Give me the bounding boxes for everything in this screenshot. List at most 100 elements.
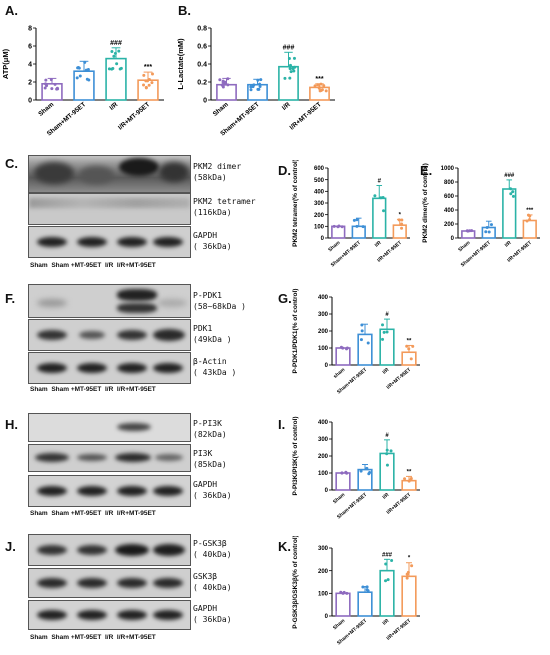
significance-label: *** [526, 208, 534, 214]
data-point [397, 218, 401, 222]
panel-label-c: C. [5, 156, 18, 171]
data-point [485, 225, 489, 229]
data-point [345, 591, 349, 595]
y-tick-label: 0 [28, 97, 32, 104]
data-point [324, 89, 328, 93]
y-axis-label: P-PDK1/PDK1(% of control) [292, 289, 299, 374]
data-point [390, 559, 394, 563]
lane-label: I/R [104, 386, 114, 393]
chart-p-pdk1: 0 100 200 300 400 P-PDK1/PDK1(% of control) sh… [292, 289, 420, 395]
bar [351, 225, 366, 239]
data-point [385, 448, 389, 452]
data-point [288, 67, 292, 71]
lane-label: I/R [104, 262, 114, 269]
bar [137, 79, 159, 101]
panel-label-d: D. [278, 163, 291, 178]
data-point [365, 466, 369, 470]
data-point [511, 194, 515, 198]
significance-label: * [408, 556, 411, 562]
lane-label: Sham +MT-95ET [51, 386, 102, 393]
data-point [119, 66, 123, 70]
band-label: P-PI3K (82kDa) [193, 419, 227, 439]
data-point [366, 341, 370, 345]
chart-atp: 02468ATP(μM)ShamSham+MT-95ET###I/R***I/R… [1, 25, 164, 138]
y-tick-label: 200 [318, 454, 329, 460]
data-point [218, 78, 222, 82]
data-point [385, 452, 389, 456]
band-label: PI3K (85kDa) [193, 449, 227, 469]
x-tick-label: Sham [212, 101, 230, 118]
y-tick-label: 8 [28, 25, 32, 32]
y-tick-label: 600 [444, 194, 455, 200]
panel-label-b: B. [178, 3, 191, 18]
data-point [283, 76, 287, 80]
data-point [221, 85, 225, 89]
data-point [386, 578, 390, 582]
data-point [337, 224, 341, 228]
x-tick-label: I/R [108, 101, 119, 112]
data-point [382, 330, 386, 334]
data-point [256, 87, 260, 91]
lane-label: I/R+MT-95ET [116, 510, 156, 517]
data-point [403, 477, 407, 481]
data-point [249, 85, 253, 89]
x-tick-label: I/R+MT-95ET [117, 101, 151, 131]
data-point [49, 78, 53, 82]
data-point [258, 82, 262, 86]
blot-band-pkm2-tetramer [28, 193, 191, 225]
data-point [44, 78, 48, 82]
data-point [411, 344, 415, 348]
y-tick-label: 0 [203, 97, 207, 104]
lane-label: I/R+MT-95ET [116, 634, 156, 641]
x-tick-label: Sham [37, 101, 55, 118]
data-point [365, 588, 369, 592]
x-tick-label: I/R [382, 492, 391, 501]
data-point [409, 357, 413, 361]
lane-label: Sham [30, 386, 48, 393]
band-label: GAPDH( 36kDa) [193, 231, 232, 251]
significance-label: ** [407, 469, 412, 475]
data-point [360, 323, 364, 327]
data-point [317, 86, 321, 90]
data-point [381, 323, 385, 327]
y-tick-label: 800 [444, 180, 455, 186]
x-tick-label: I/R+MT-95ET [386, 618, 413, 642]
x-tick-label: I/R+MT-95ET [289, 101, 323, 131]
data-point [465, 229, 469, 233]
significance-label: *** [315, 76, 323, 83]
data-point [144, 85, 148, 89]
data-point [487, 230, 491, 234]
y-tick-label: 400 [444, 208, 455, 214]
blot-band-p-gsk3b [28, 534, 191, 566]
data-point [509, 192, 513, 196]
panel-label-h: H. [5, 417, 18, 432]
bar [335, 472, 351, 491]
data-point [85, 77, 89, 81]
x-tick-label: Sham [457, 240, 472, 254]
x-tick-label: I/R [382, 367, 391, 376]
significance-label: # [378, 179, 382, 185]
data-point [410, 564, 414, 568]
y-tick-label: 400 [318, 420, 329, 426]
x-tick-label: Sham [327, 240, 342, 254]
y-tick-label: 6 [28, 43, 32, 50]
data-point [405, 344, 409, 348]
x-tick-label: I/R [504, 240, 513, 249]
lane-labels: Sham Sham +MT-95ET I/R I/R+MT-95ET [30, 262, 190, 269]
bar [335, 347, 351, 366]
blot-band-p-pi3k [28, 413, 191, 442]
y-tick-label: 4 [28, 61, 32, 68]
data-point [367, 472, 371, 476]
data-point [359, 338, 363, 342]
y-tick-label: 1000 [441, 166, 455, 172]
bar [73, 70, 95, 101]
data-point [291, 67, 295, 71]
data-point [381, 337, 385, 341]
x-tick-label: I/R [382, 618, 391, 627]
y-tick-label: 200 [318, 329, 329, 335]
y-axis-label: L-Lactate(mM) [176, 38, 185, 90]
band-label: PKM2 dimer (58kDa) [193, 162, 242, 182]
data-point [385, 463, 389, 467]
data-point [400, 226, 404, 230]
y-axis-label: ATP(μM) [1, 48, 10, 79]
